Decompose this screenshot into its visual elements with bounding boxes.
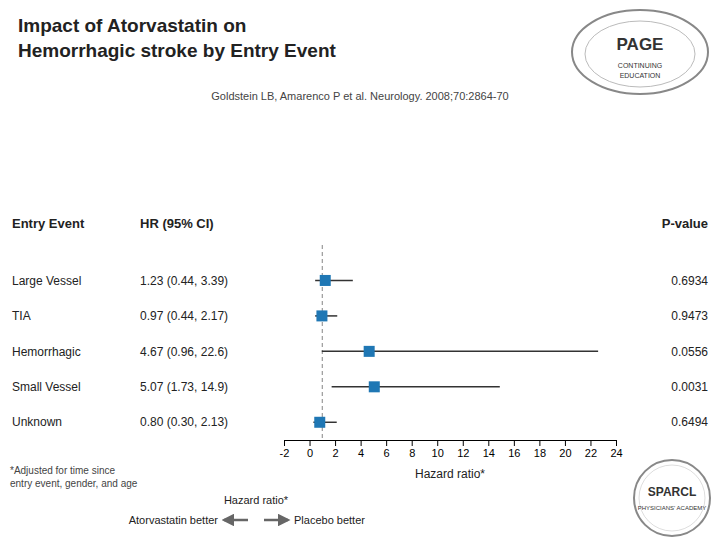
logo-outline [572, 10, 708, 94]
x-tick: 20 [559, 440, 571, 459]
logo-outline [634, 460, 710, 536]
chart: Impact of Atorvastatin on Hemorrhagic str… [0, 0, 720, 540]
hr-marker [320, 275, 331, 286]
logo-inner [585, 21, 695, 87]
logo-text: EDUCATION [620, 72, 661, 79]
x-tick-label: 0 [307, 447, 313, 459]
logo-text: CONTINUING [618, 62, 662, 69]
direction-title: Hazard ratio* [224, 494, 289, 506]
x-tick-label: 18 [534, 447, 546, 459]
footnote-line: entry event, gender, and age [10, 478, 138, 489]
row-label: Hemorrhagic [12, 345, 81, 359]
logo-text: PAGE [617, 35, 664, 54]
title: Impact of Atorvastatin on Hemorrhagic str… [18, 15, 336, 61]
x-tick-mark [412, 440, 413, 446]
row-label: Large Vessel [12, 274, 81, 288]
column-header: P-value [662, 216, 708, 231]
x-tick-label: 14 [483, 447, 495, 459]
title-line: Hemorrhagic stroke by Entry Event [18, 40, 336, 61]
x-tick-label: 24 [610, 447, 622, 459]
hr-marker [369, 381, 380, 392]
ci-label: 1.23 (0.44, 3.39) [140, 274, 228, 288]
x-tick-label: 20 [559, 447, 571, 459]
logo-sparcl: SPARCL PHYSICIANS' ACADEMY [634, 460, 710, 536]
x-tick-mark [335, 440, 336, 446]
x-tick-label: -2 [280, 447, 290, 459]
x-tick: 4 [358, 440, 364, 459]
row-label: TIA [12, 309, 31, 323]
title-line: Impact of Atorvastatin on [18, 15, 246, 36]
x-tick-mark [488, 440, 489, 446]
x-tick-label: 22 [585, 447, 597, 459]
x-tick: 6 [384, 440, 390, 459]
x-axis-title: Hazard ratio* [415, 467, 485, 481]
direction-arrow [264, 519, 288, 522]
x-tick: 2 [333, 440, 339, 459]
footnote: *Adjusted for time since entry event, gen… [10, 465, 138, 489]
x-tick-mark [514, 440, 515, 446]
x-tick-mark [565, 440, 566, 446]
subtitle: Goldstein LB, Amarenco P et al. Neurolog… [211, 90, 508, 102]
column-header: HR (95% CI) [140, 216, 214, 231]
x-tick: 16 [508, 440, 520, 459]
ci-label: 0.80 (0.30, 2.13) [140, 415, 228, 429]
x-tick-mark [284, 440, 285, 446]
x-tick: 14 [483, 440, 495, 459]
logo-text: SPARCL [648, 485, 696, 499]
p-value: 0.0031 [671, 380, 708, 394]
reference-line [322, 245, 323, 440]
x-tick: 12 [457, 440, 469, 459]
x-tick-label: 8 [409, 447, 415, 459]
x-tick-label: 6 [384, 447, 390, 459]
x-tick-label: 4 [358, 447, 364, 459]
p-value: 0.6934 [671, 274, 708, 288]
x-tick: 24 [610, 440, 622, 459]
hr-marker [316, 310, 327, 321]
x-tick-label: 16 [508, 447, 520, 459]
logo-page: PAGE CONTINUING EDUCATION [572, 10, 708, 94]
column-header: Entry Event [12, 216, 85, 231]
x-tick: 18 [534, 440, 546, 459]
footnote-line: *Adjusted for time since [10, 465, 115, 476]
x-tick-mark [590, 440, 591, 446]
x-tick-mark [361, 440, 362, 446]
row-label: Unknown [12, 415, 62, 429]
p-value: 0.6494 [671, 415, 708, 429]
hr-marker [364, 346, 375, 357]
ci-label: 0.97 (0.44, 2.17) [140, 309, 228, 323]
x-tick: 8 [409, 440, 415, 459]
ci-label: 5.07 (1.73, 14.9) [140, 380, 228, 394]
x-tick-mark [310, 440, 311, 446]
direction-arrow [224, 519, 248, 522]
logo-text: PHYSICIANS' ACADEMY [638, 505, 707, 511]
x-tick-mark [386, 440, 387, 446]
x-tick-mark [539, 440, 540, 446]
hr-marker [314, 417, 325, 428]
p-value: 0.0556 [671, 345, 708, 359]
p-value: 0.9473 [671, 309, 708, 323]
x-tick-mark [463, 440, 464, 446]
direction-label: Placebo better [294, 514, 365, 526]
x-tick-label: 12 [457, 447, 469, 459]
x-tick-label: 2 [333, 447, 339, 459]
x-tick-mark [616, 440, 617, 446]
ci-line [322, 351, 598, 353]
x-axis-line [285, 441, 617, 447]
x-tick: -2 [280, 440, 290, 459]
x-tick-label: 10 [432, 447, 444, 459]
x-tick: 22 [585, 440, 597, 459]
logo-inner [639, 465, 705, 531]
x-tick-mark [437, 440, 438, 446]
ci-line [332, 386, 500, 388]
x-tick: 0 [307, 440, 313, 459]
plot-area [313, 245, 598, 440]
x-tick: 10 [432, 440, 444, 459]
ci-label: 4.67 (0.96, 22.6) [140, 345, 228, 359]
row-label: Small Vessel [12, 380, 81, 394]
direction-label: Atorvastatin better [129, 514, 219, 526]
x-axis: -2024681012141618202224 [280, 440, 623, 459]
